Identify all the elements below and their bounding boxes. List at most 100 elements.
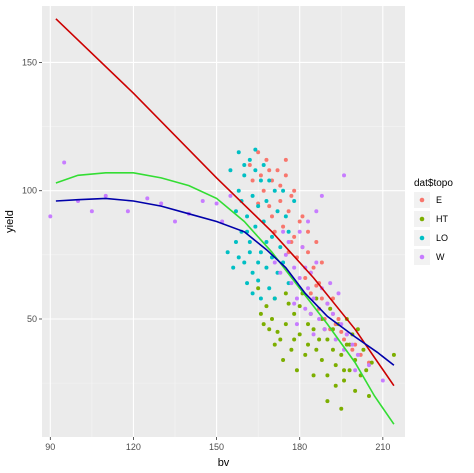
point-E	[350, 347, 355, 352]
point-HT	[347, 368, 352, 373]
point-W	[292, 301, 297, 306]
point-E	[292, 234, 297, 239]
point-E	[250, 178, 255, 183]
point-LO	[253, 147, 258, 152]
point-HT	[283, 322, 288, 327]
point-W	[214, 201, 219, 206]
point-HT	[272, 342, 277, 347]
point-E	[319, 260, 324, 265]
point-HT	[317, 337, 322, 342]
point-W	[306, 219, 311, 224]
point-HT	[325, 399, 330, 404]
x-tick-label: 120	[126, 442, 141, 452]
point-E	[283, 157, 288, 162]
point-W	[228, 193, 233, 198]
point-E	[278, 198, 283, 203]
legend-swatch-E	[419, 197, 425, 203]
point-LO	[250, 193, 255, 198]
point-LO	[267, 178, 272, 183]
point-W	[300, 245, 305, 250]
point-E	[297, 219, 302, 224]
point-HT	[297, 332, 302, 337]
point-LO	[236, 150, 241, 155]
y-tick-label: 150	[22, 57, 37, 67]
y-axis-ticks: 50 100 150	[22, 57, 42, 324]
point-W	[317, 316, 322, 321]
point-W	[325, 301, 330, 306]
point-W	[303, 306, 308, 311]
legend-label-W: W	[436, 252, 445, 262]
point-W	[281, 229, 286, 234]
point-HT	[333, 363, 338, 368]
point-LO	[242, 260, 247, 265]
point-W	[353, 368, 358, 373]
point-HT	[325, 373, 330, 378]
point-W	[350, 342, 355, 347]
point-W	[89, 209, 94, 214]
point-LO	[233, 240, 238, 245]
point-W	[159, 201, 164, 206]
point-W	[297, 229, 302, 234]
point-E	[336, 316, 341, 321]
point-W	[306, 286, 311, 291]
point-W	[333, 337, 338, 342]
point-LO	[256, 204, 261, 209]
point-E	[267, 168, 272, 173]
point-W	[289, 281, 294, 286]
point-HT	[297, 304, 302, 309]
point-LO	[242, 163, 247, 168]
point-LO	[286, 229, 291, 234]
trend-lines	[55, 18, 395, 425]
point-LO	[233, 209, 238, 214]
legend-label-E: E	[436, 195, 442, 205]
point-LO	[275, 209, 280, 214]
legend-title: dat$topo	[414, 178, 453, 189]
point-HT	[314, 296, 319, 301]
x-tick-label: 90	[45, 442, 55, 452]
point-HT	[269, 316, 274, 321]
point-HT	[333, 383, 338, 388]
point-W	[328, 281, 333, 286]
point-HT	[344, 342, 349, 347]
point-E	[314, 283, 319, 288]
point-HT	[303, 352, 308, 357]
point-HT	[292, 311, 297, 316]
point-HT	[261, 322, 266, 327]
point-HT	[281, 358, 286, 363]
point-LO	[242, 173, 247, 178]
point-HT	[339, 406, 344, 411]
point-W	[62, 160, 67, 165]
point-LO	[272, 188, 277, 193]
point-HT	[292, 337, 297, 342]
trend-line-red	[55, 18, 395, 387]
legend-label-LO: LO	[436, 233, 448, 243]
point-HT	[339, 352, 344, 357]
point-W	[336, 291, 341, 296]
point-HT	[319, 358, 324, 363]
point-W	[314, 209, 319, 214]
point-LO	[278, 245, 283, 250]
point-HT	[289, 347, 294, 352]
point-E	[308, 291, 313, 296]
point-LO	[258, 178, 263, 183]
point-W	[292, 265, 297, 270]
point-LO	[261, 163, 266, 168]
legend-label-HT: HT	[436, 214, 448, 224]
point-E	[256, 150, 261, 155]
point-HT	[311, 327, 316, 332]
legend: dat$topo E HT LO W	[414, 178, 453, 265]
legend-swatch-W	[419, 254, 425, 260]
point-W	[278, 270, 283, 275]
point-E	[261, 188, 266, 193]
point-LO	[236, 188, 241, 193]
point-LO	[247, 250, 252, 255]
point-LO	[250, 270, 255, 275]
point-HT	[294, 368, 299, 373]
x-tick-label: 150	[209, 442, 224, 452]
point-E	[281, 224, 286, 229]
point-E	[267, 204, 272, 209]
point-W	[380, 378, 385, 383]
point-LO	[286, 281, 291, 286]
point-E	[306, 229, 311, 234]
point-E	[311, 265, 316, 270]
